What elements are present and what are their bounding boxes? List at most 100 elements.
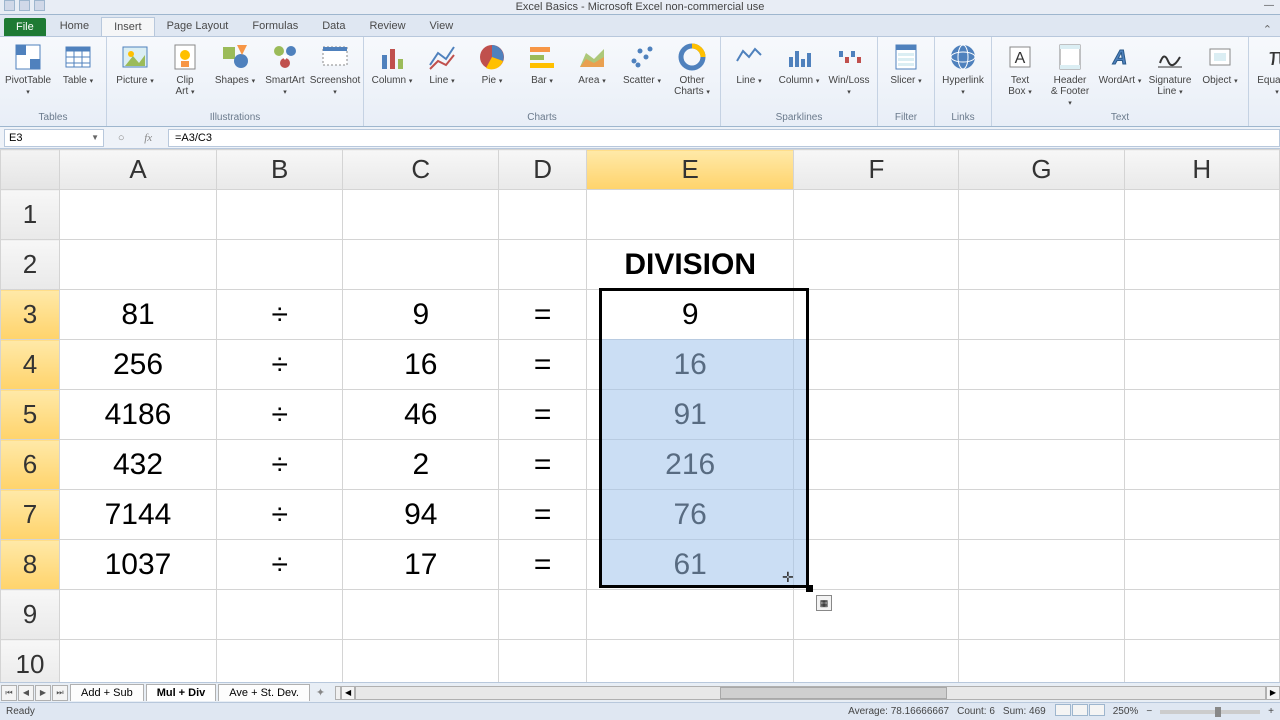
formula-input[interactable]: =A3/C3 (168, 129, 1280, 147)
cell-F7[interactable] (794, 490, 959, 540)
cell-A8[interactable]: 1037 (60, 540, 217, 590)
cell-G3[interactable] (959, 290, 1124, 340)
column-header-A[interactable]: A (60, 150, 217, 190)
row-header-7[interactable]: 7 (1, 490, 60, 540)
ribbon-smartart-button[interactable]: SmartArt ▾ (263, 39, 307, 97)
qat-redo-icon[interactable] (34, 0, 45, 11)
cell-A6[interactable]: 432 (60, 440, 217, 490)
row-header-4[interactable]: 4 (1, 340, 60, 390)
cell-H9[interactable] (1124, 590, 1279, 640)
cell-A10[interactable] (60, 640, 217, 683)
cell-G4[interactable] (959, 340, 1124, 390)
cell-G2[interactable] (959, 240, 1124, 290)
cell-C9[interactable] (343, 590, 499, 640)
tab-view[interactable]: View (418, 17, 466, 36)
ribbon-slicer-button[interactable]: Slicer ▾ (884, 39, 928, 86)
cell-B1[interactable] (217, 190, 343, 240)
cell-D10[interactable] (499, 640, 587, 683)
ribbon-text-box-button[interactable]: ATextBox ▾ (998, 39, 1042, 108)
sheet-tab-mul-div[interactable]: Mul + Div (146, 684, 217, 701)
row-header-10[interactable]: 10 (1, 640, 60, 683)
ribbon-win/loss-button[interactable]: Win/Loss ▾ (827, 39, 871, 97)
cell-E2[interactable]: DIVISION (586, 240, 793, 290)
cell-B9[interactable] (217, 590, 343, 640)
horizontal-scrollbar[interactable]: ◀ ▶ (335, 686, 1280, 700)
cell-F3[interactable] (794, 290, 959, 340)
ribbon-collapse-icon[interactable]: ⌃ (1255, 23, 1280, 36)
cell-F1[interactable] (794, 190, 959, 240)
cell-H1[interactable] (1124, 190, 1279, 240)
cell-G5[interactable] (959, 390, 1124, 440)
zoom-out-icon[interactable]: − (1146, 706, 1152, 717)
cell-F2[interactable] (794, 240, 959, 290)
cell-G9[interactable] (959, 590, 1124, 640)
ribbon-other-charts-button[interactable]: OtherCharts ▾ (670, 39, 714, 97)
cell-H6[interactable] (1124, 440, 1279, 490)
cell-E6[interactable]: 216 (586, 440, 793, 490)
cell-E10[interactable] (586, 640, 793, 683)
cell-G1[interactable] (959, 190, 1124, 240)
zoom-slider[interactable] (1160, 710, 1260, 714)
ribbon-area-button[interactable]: Area ▾ (570, 39, 614, 97)
cell-D8[interactable]: = (499, 540, 587, 590)
cell-D1[interactable] (499, 190, 587, 240)
tab-home[interactable]: Home (48, 17, 101, 36)
column-header-G[interactable]: G (959, 150, 1124, 190)
qat-undo-icon[interactable] (19, 0, 30, 11)
ribbon-signature-line-button[interactable]: SignatureLine ▾ (1148, 39, 1192, 108)
autofill-options-button[interactable]: ▦ (816, 595, 832, 611)
cell-C4[interactable]: 16 (343, 340, 499, 390)
cell-D9[interactable] (499, 590, 587, 640)
tab-review[interactable]: Review (357, 17, 417, 36)
name-box-dropdown-icon[interactable]: ▼ (91, 133, 99, 142)
fx-icon[interactable]: fx (144, 132, 152, 144)
select-all-corner[interactable] (1, 150, 60, 190)
row-header-8[interactable]: 8 (1, 540, 60, 590)
cell-G8[interactable] (959, 540, 1124, 590)
cell-D6[interactable]: = (499, 440, 587, 490)
cell-B10[interactable] (217, 640, 343, 683)
cell-C6[interactable]: 2 (343, 440, 499, 490)
ribbon-table-button[interactable]: Table ▾ (56, 39, 100, 97)
ribbon-pie-button[interactable]: Pie ▾ (470, 39, 514, 97)
column-header-B[interactable]: B (217, 150, 343, 190)
row-header-3[interactable]: 3 (1, 290, 60, 340)
cell-A2[interactable] (60, 240, 217, 290)
cell-B8[interactable]: ÷ (217, 540, 343, 590)
tab-formulas[interactable]: Formulas (240, 17, 310, 36)
cell-A1[interactable] (60, 190, 217, 240)
sheet-nav-prev-icon[interactable]: ◀ (18, 685, 34, 701)
cell-H5[interactable] (1124, 390, 1279, 440)
row-header-6[interactable]: 6 (1, 440, 60, 490)
cell-H4[interactable] (1124, 340, 1279, 390)
cell-H2[interactable] (1124, 240, 1279, 290)
cell-F4[interactable] (794, 340, 959, 390)
cell-F5[interactable] (794, 390, 959, 440)
cell-D5[interactable]: = (499, 390, 587, 440)
sheet-tab-ave-st-dev-[interactable]: Ave + St. Dev. (218, 684, 310, 701)
column-header-D[interactable]: D (499, 150, 587, 190)
cell-C1[interactable] (343, 190, 499, 240)
cell-C3[interactable]: 9 (343, 290, 499, 340)
ribbon-shapes-button[interactable]: Shapes ▾ (213, 39, 257, 97)
cell-A7[interactable]: 7144 (60, 490, 217, 540)
insert-sheet-icon[interactable]: ✦ (316, 686, 325, 699)
sheet-tab-add-sub[interactable]: Add + Sub (70, 684, 144, 701)
cell-E4[interactable]: 16 (586, 340, 793, 390)
cell-H10[interactable] (1124, 640, 1279, 683)
cell-B3[interactable]: ÷ (217, 290, 343, 340)
column-header-H[interactable]: H (1124, 150, 1279, 190)
cell-B6[interactable]: ÷ (217, 440, 343, 490)
cell-H7[interactable] (1124, 490, 1279, 540)
cell-D3[interactable]: = (499, 290, 587, 340)
cell-B7[interactable]: ÷ (217, 490, 343, 540)
cell-C8[interactable]: 17 (343, 540, 499, 590)
cell-C10[interactable] (343, 640, 499, 683)
window-minimize-icon[interactable]: — (1264, 0, 1274, 11)
hscroll-right-icon[interactable]: ▶ (1266, 686, 1280, 700)
cell-F8[interactable] (794, 540, 959, 590)
column-header-C[interactable]: C (343, 150, 499, 190)
cell-B2[interactable] (217, 240, 343, 290)
cell-D7[interactable]: = (499, 490, 587, 540)
cell-E7[interactable]: 76 (586, 490, 793, 540)
